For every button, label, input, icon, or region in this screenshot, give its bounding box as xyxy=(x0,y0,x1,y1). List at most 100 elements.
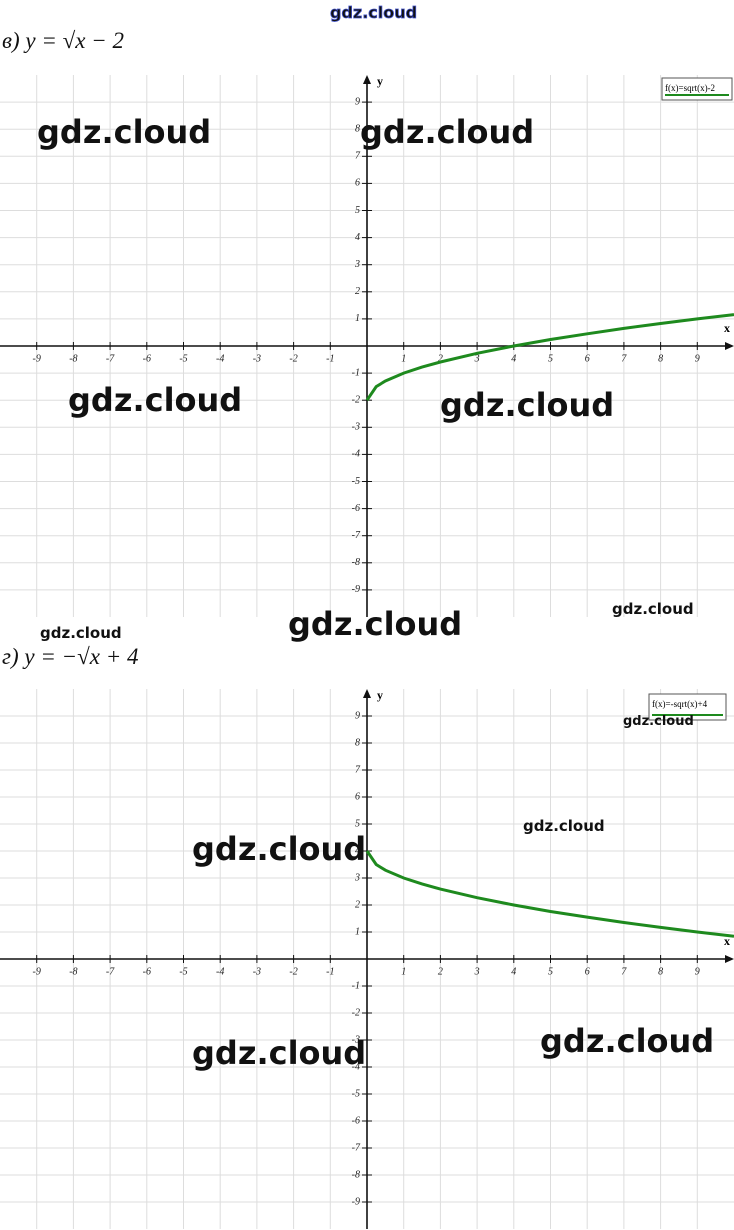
y-tick-label: -3 xyxy=(352,1034,360,1045)
y-tick-label: -5 xyxy=(352,476,360,487)
function-curve xyxy=(365,313,734,402)
x-tick-label: -5 xyxy=(179,353,187,364)
y-tick-label: -2 xyxy=(352,394,360,405)
x-axis-label: x xyxy=(724,321,730,335)
x-tick-label: -7 xyxy=(106,353,115,364)
y-tick-label: -9 xyxy=(352,1196,360,1207)
x-tick-label: -9 xyxy=(33,966,41,977)
chart-title: г) y = −√x + 4 xyxy=(2,644,138,669)
y-tick-label: 2 xyxy=(355,899,360,910)
watermark: gdz.cloud xyxy=(40,624,122,642)
y-tick-label: 5 xyxy=(355,205,360,216)
watermark: gdz.cloud xyxy=(523,817,605,835)
x-tick-label: 6 xyxy=(585,353,590,364)
y-tick-label: 6 xyxy=(355,791,360,802)
x-tick-label: 4 xyxy=(511,966,516,977)
y-tick-label: 3 xyxy=(354,872,360,883)
y-axis-arrow xyxy=(363,689,371,698)
watermark: gdz.cloud xyxy=(612,600,694,618)
y-tick-label: 9 xyxy=(355,96,360,107)
x-tick-label: -4 xyxy=(216,966,224,977)
x-tick-label: 4 xyxy=(511,353,516,364)
x-tick-label: -4 xyxy=(216,353,224,364)
y-tick-label: 7 xyxy=(355,151,361,162)
y-tick-label: 9 xyxy=(355,710,360,721)
x-tick-label: -9 xyxy=(33,353,41,364)
x-tick-label: 2 xyxy=(438,353,443,364)
x-tick-label: 5 xyxy=(548,353,553,364)
y-tick-label: -4 xyxy=(352,1061,360,1072)
x-tick-label: 9 xyxy=(695,353,700,364)
watermark: gdz.cloud xyxy=(37,113,211,151)
y-tick-label: 8 xyxy=(355,737,360,748)
y-tick-label: -3 xyxy=(352,422,360,433)
y-tick-label: -8 xyxy=(352,1169,360,1180)
x-tick-label: -1 xyxy=(326,966,334,977)
y-tick-label: -2 xyxy=(352,1007,360,1018)
y-tick-label: -1 xyxy=(352,367,360,378)
x-tick-label: 5 xyxy=(548,966,553,977)
y-tick-label: -1 xyxy=(352,980,360,991)
x-tick-label: 6 xyxy=(585,966,590,977)
x-tick-label: -6 xyxy=(143,353,151,364)
x-tick-label: 7 xyxy=(621,966,627,977)
y-tick-label: 8 xyxy=(355,123,360,134)
y-axis-label: y xyxy=(377,74,383,88)
x-tick-label: 3 xyxy=(474,966,480,977)
y-tick-label: -7 xyxy=(352,1142,361,1153)
y-axis-label: y xyxy=(377,688,383,702)
x-axis-arrow xyxy=(725,342,734,350)
watermark: gdz.cloud xyxy=(68,381,242,419)
x-axis-arrow xyxy=(725,955,734,963)
x-tick-label: 9 xyxy=(695,966,700,977)
x-tick-label: -7 xyxy=(106,966,115,977)
y-tick-label: 5 xyxy=(355,818,360,829)
y-tick-label: -6 xyxy=(352,503,360,514)
function-curve xyxy=(365,850,734,938)
y-tick-label: 6 xyxy=(355,178,360,189)
y-tick-label: -4 xyxy=(352,449,360,460)
y-tick-label: 1 xyxy=(355,926,360,937)
x-tick-label: -2 xyxy=(289,966,297,977)
y-tick-label: -7 xyxy=(352,530,361,541)
legend-label: f(x)=-sqrt(x)+4 xyxy=(652,699,708,709)
x-tick-label: 1 xyxy=(401,966,406,977)
x-tick-label: -2 xyxy=(289,353,297,364)
x-tick-label: -1 xyxy=(326,353,334,364)
x-tick-label: 7 xyxy=(621,353,627,364)
y-tick-label: 7 xyxy=(355,764,361,775)
y-tick-label: 4 xyxy=(355,232,360,243)
x-tick-label: -8 xyxy=(69,966,77,977)
x-tick-label: -8 xyxy=(69,353,77,364)
x-tick-label: 3 xyxy=(474,353,480,364)
x-tick-label: 1 xyxy=(401,353,406,364)
y-tick-label: -9 xyxy=(352,584,360,595)
y-tick-label: 1 xyxy=(355,313,360,324)
watermark: gdz.cloud xyxy=(623,714,694,729)
x-tick-label: 2 xyxy=(438,966,443,977)
watermark: gdz.cloud xyxy=(330,3,417,22)
y-tick-label: 4 xyxy=(355,845,360,856)
chart-title: в) y = √x − 2 xyxy=(2,28,124,53)
y-tick-label: -5 xyxy=(352,1088,360,1099)
x-tick-label: 8 xyxy=(658,353,663,364)
x-tick-label: -6 xyxy=(143,966,151,977)
y-tick-label: 2 xyxy=(355,286,360,297)
y-tick-label: -6 xyxy=(352,1115,360,1126)
y-tick-label: 3 xyxy=(354,259,360,270)
legend-label: f(x)=sqrt(x)-2 xyxy=(665,83,715,93)
x-tick-label: -3 xyxy=(253,353,261,364)
watermark: gdz.cloud xyxy=(540,1022,714,1060)
watermark: gdz.cloud xyxy=(360,113,534,151)
x-tick-label: -3 xyxy=(253,966,261,977)
y-tick-label: -8 xyxy=(352,557,360,568)
watermark: gdz.cloud xyxy=(288,605,462,643)
watermark: gdz.cloud xyxy=(440,386,614,424)
x-tick-label: 8 xyxy=(658,966,663,977)
x-axis-label: x xyxy=(724,934,730,948)
y-axis-arrow xyxy=(363,75,371,84)
x-tick-label: -5 xyxy=(179,966,187,977)
watermark: gdz.cloud xyxy=(192,1034,366,1072)
watermark: gdz.cloud xyxy=(192,830,366,868)
